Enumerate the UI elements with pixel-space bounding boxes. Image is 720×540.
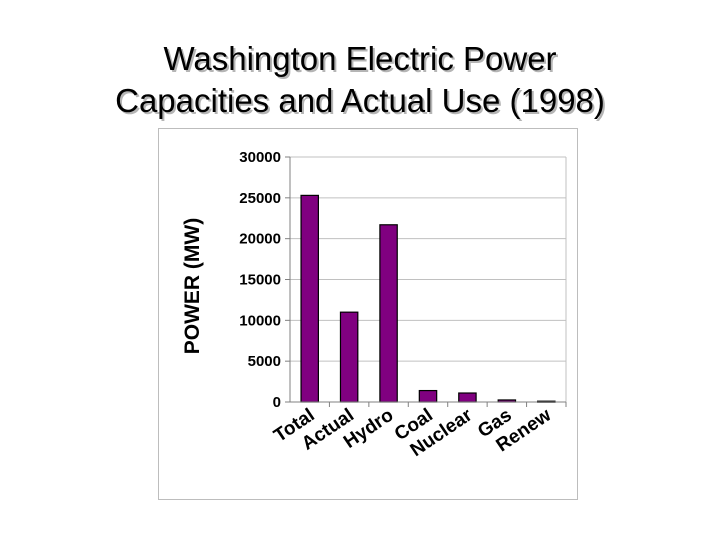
bars [300,194,556,403]
y-tick-label: 20000 [239,231,281,248]
bar-hydro [379,224,398,403]
title-line-2: Capacities and Actual Use (1998) [115,82,605,119]
y-tick-label: 10000 [239,312,281,329]
y-tick-label: 5000 [248,353,281,370]
y-tick-label: 0 [273,394,281,411]
bar-coal [418,389,438,403]
y-tick-label: 30000 [239,149,281,166]
y-tick-labels: 0 5000 10000 15000 20000 25000 30000 [239,149,281,411]
y-axis-title: POWER (MW) [181,218,204,354]
bar-total [300,194,319,403]
y-tick-label: 25000 [239,190,281,207]
slide-title: Washington Electric Power Capacities and… [0,38,720,122]
y-tick-label: 15000 [239,272,281,289]
bar-nuclear [458,392,477,403]
bar-actual [339,311,359,403]
title-line-1: Washington Electric Power [163,40,557,77]
gridlines [290,156,567,402]
axes [285,156,567,407]
chart-frame [158,128,578,500]
